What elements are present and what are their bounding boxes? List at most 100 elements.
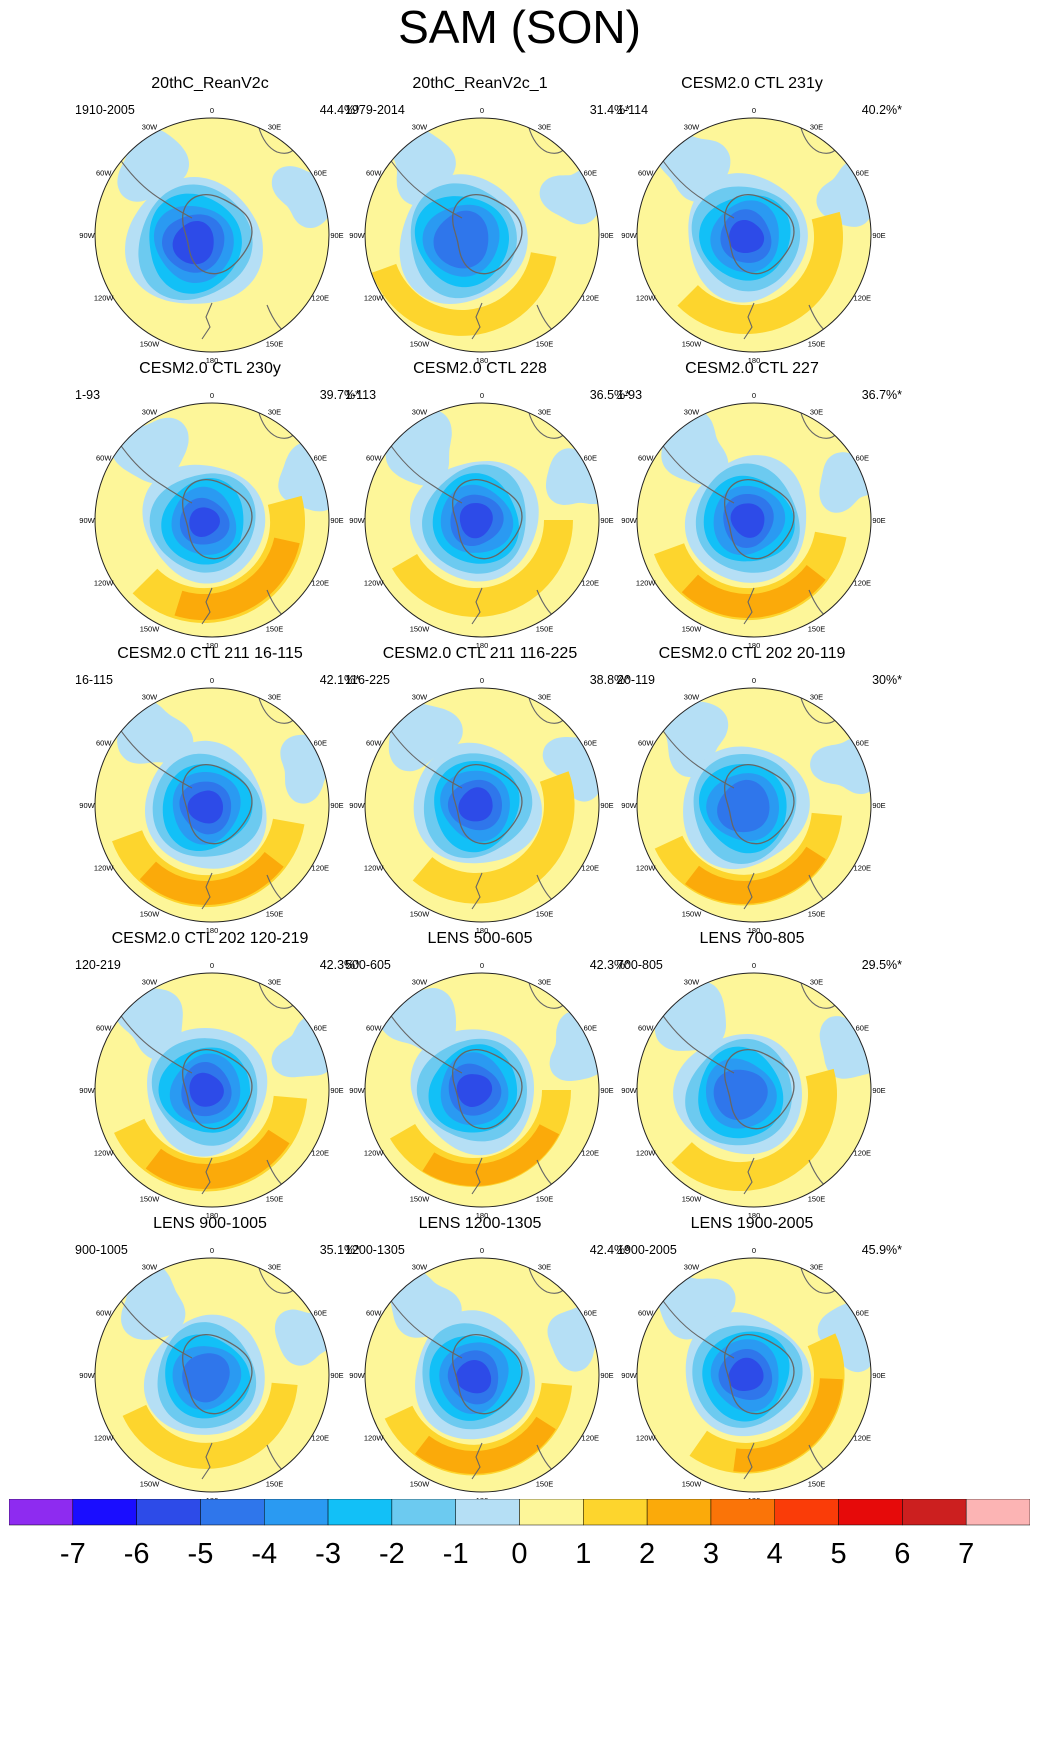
coastline — [658, 1294, 735, 1359]
polar-map: 0 30E 60E 90E 120E 150E 180 150W 120W 90W 60W 30W — [621, 106, 885, 365]
map-outline — [364, 687, 600, 923]
coastline — [451, 763, 523, 845]
longitude-label: 60E — [314, 1024, 327, 1033]
longitude-label: 90W — [79, 516, 95, 525]
map-outline — [94, 1257, 330, 1493]
negative-patch — [654, 981, 727, 1051]
longitude-label: 150W — [682, 339, 703, 348]
longitude-label: 60W — [366, 1024, 382, 1033]
colorbar-swatch — [72, 1499, 137, 1526]
longitude-label: 60W — [366, 739, 382, 748]
coastline — [471, 587, 483, 625]
longitude-label: 180 — [206, 356, 219, 365]
longitude-label: 30W — [412, 978, 428, 987]
coastline — [386, 439, 463, 504]
coastline — [386, 724, 463, 789]
longitude-label: 90W — [621, 1086, 637, 1095]
longitude-label: 180 — [476, 1211, 489, 1220]
panel-period: 900-1005 — [75, 1243, 128, 1257]
panel-period: 16-115 — [75, 673, 113, 687]
colorbar-swatch — [583, 1499, 648, 1526]
map-panel: CESM2.0 CTL 202 120-219 120-219 42.3%* 0 30E… — [70, 930, 370, 1230]
longitude-label: 30W — [684, 978, 700, 987]
coastline — [798, 1259, 838, 1294]
colorbar-swatch — [455, 1499, 520, 1526]
positive-ring — [671, 1068, 838, 1192]
positive-ring — [392, 520, 573, 617]
coastline — [658, 439, 735, 504]
coastline — [471, 302, 483, 340]
longitude-label: 30E — [538, 978, 551, 987]
longitude-label: 180 — [476, 926, 489, 935]
longitude-label: 120W — [364, 294, 385, 303]
negative-patch — [388, 703, 463, 772]
coastline — [116, 439, 193, 504]
longitude-label: 90E — [330, 1371, 343, 1380]
longitude-label: 90E — [872, 1371, 885, 1380]
longitude-label: 120W — [94, 864, 115, 873]
longitude-label: 180 — [748, 1211, 761, 1220]
longitude-label: 150W — [140, 624, 161, 633]
longitude-label: 0 — [210, 106, 214, 115]
longitude-label: 90E — [872, 516, 885, 525]
longitude-label: 120E — [854, 294, 872, 303]
map-outline — [636, 402, 872, 638]
longitude-label: 120E — [582, 864, 600, 873]
longitude-label: 120W — [364, 864, 385, 873]
longitude-label: 90W — [621, 231, 637, 240]
longitude-label: 60E — [314, 454, 327, 463]
map-outline — [364, 1257, 600, 1493]
panel-period: 1979-2014 — [345, 103, 405, 117]
longitude-label: 150W — [682, 624, 703, 633]
panel-variance: 35.1%* — [319, 1243, 360, 1257]
longitude-label: 60E — [856, 169, 869, 178]
panel-period: 1900-2005 — [617, 1243, 677, 1257]
longitude-label: 60E — [856, 1024, 869, 1033]
longitude-label: 30W — [684, 693, 700, 702]
longitude-label: 60E — [856, 1309, 869, 1318]
colorbar-tick-label: 0 — [511, 1538, 528, 1570]
colorbar-tick-label: 5 — [830, 1538, 847, 1570]
longitude-label: 150E — [266, 624, 284, 633]
longitude-label: 90E — [872, 1086, 885, 1095]
negative-core — [458, 787, 493, 822]
longitude-label: 180 — [206, 641, 219, 650]
coastline — [181, 1048, 253, 1130]
map-panel: 20thC_ReanV2c 1910-2005 44.4%* 0 30E 60E 90E 12… — [70, 75, 370, 375]
longitude-label: 30E — [810, 123, 823, 132]
coastline — [798, 404, 838, 439]
longitude-label: 90W — [349, 801, 365, 810]
panel-variance: 30%* — [872, 673, 902, 687]
colorbar-tick-label: 3 — [702, 1538, 720, 1570]
longitude-label: 60E — [584, 739, 597, 748]
negative-patch — [274, 1309, 329, 1366]
longitude-label: 60E — [314, 739, 327, 748]
longitude-label: 150E — [808, 1479, 826, 1488]
polar-map: 0 30E 60E 90E 120E 150E 180 150W 120W 90W 60W 30W — [621, 961, 885, 1220]
longitude-label: 60E — [584, 1309, 597, 1318]
longitude-label: 150W — [140, 339, 161, 348]
longitude-label: 0 — [210, 961, 214, 970]
colorbar-tick-label: -4 — [251, 1538, 278, 1570]
coastline — [181, 1333, 253, 1415]
coastline — [658, 724, 735, 789]
panel-title: CESM2.0 CTL 211 16-115 — [117, 645, 303, 662]
longitude-label: 0 — [752, 676, 756, 685]
panel-period: 1-113 — [345, 388, 377, 402]
panel-title: CESM2.0 CTL 231y — [681, 75, 823, 92]
polar-map: 0 30E 60E 90E 120E 150E 180 150W 120W 90W 60W 30W — [621, 676, 885, 935]
longitude-label: 60E — [856, 454, 869, 463]
longitude-label: 120E — [312, 579, 330, 588]
polar-map: 0 30E 60E 90E 120E 150E 180 150W 120W 90W 60W 30W — [79, 391, 343, 650]
panel-title: 20thC_ReanV2c_1 — [412, 75, 548, 92]
panel-variance: 44.4%* — [319, 103, 360, 117]
longitude-label: 30W — [142, 978, 158, 987]
longitude-label: 30E — [810, 693, 823, 702]
longitude-label: 180 — [748, 356, 761, 365]
longitude-label: 120E — [582, 294, 600, 303]
panel-title: LENS 1200-1305 — [418, 1215, 542, 1232]
negative-patch — [280, 734, 329, 804]
longitude-label: 60W — [96, 169, 112, 178]
panel-title: CESM2.0 CTL 230y — [139, 360, 281, 377]
longitude-label: 60W — [638, 1024, 654, 1033]
